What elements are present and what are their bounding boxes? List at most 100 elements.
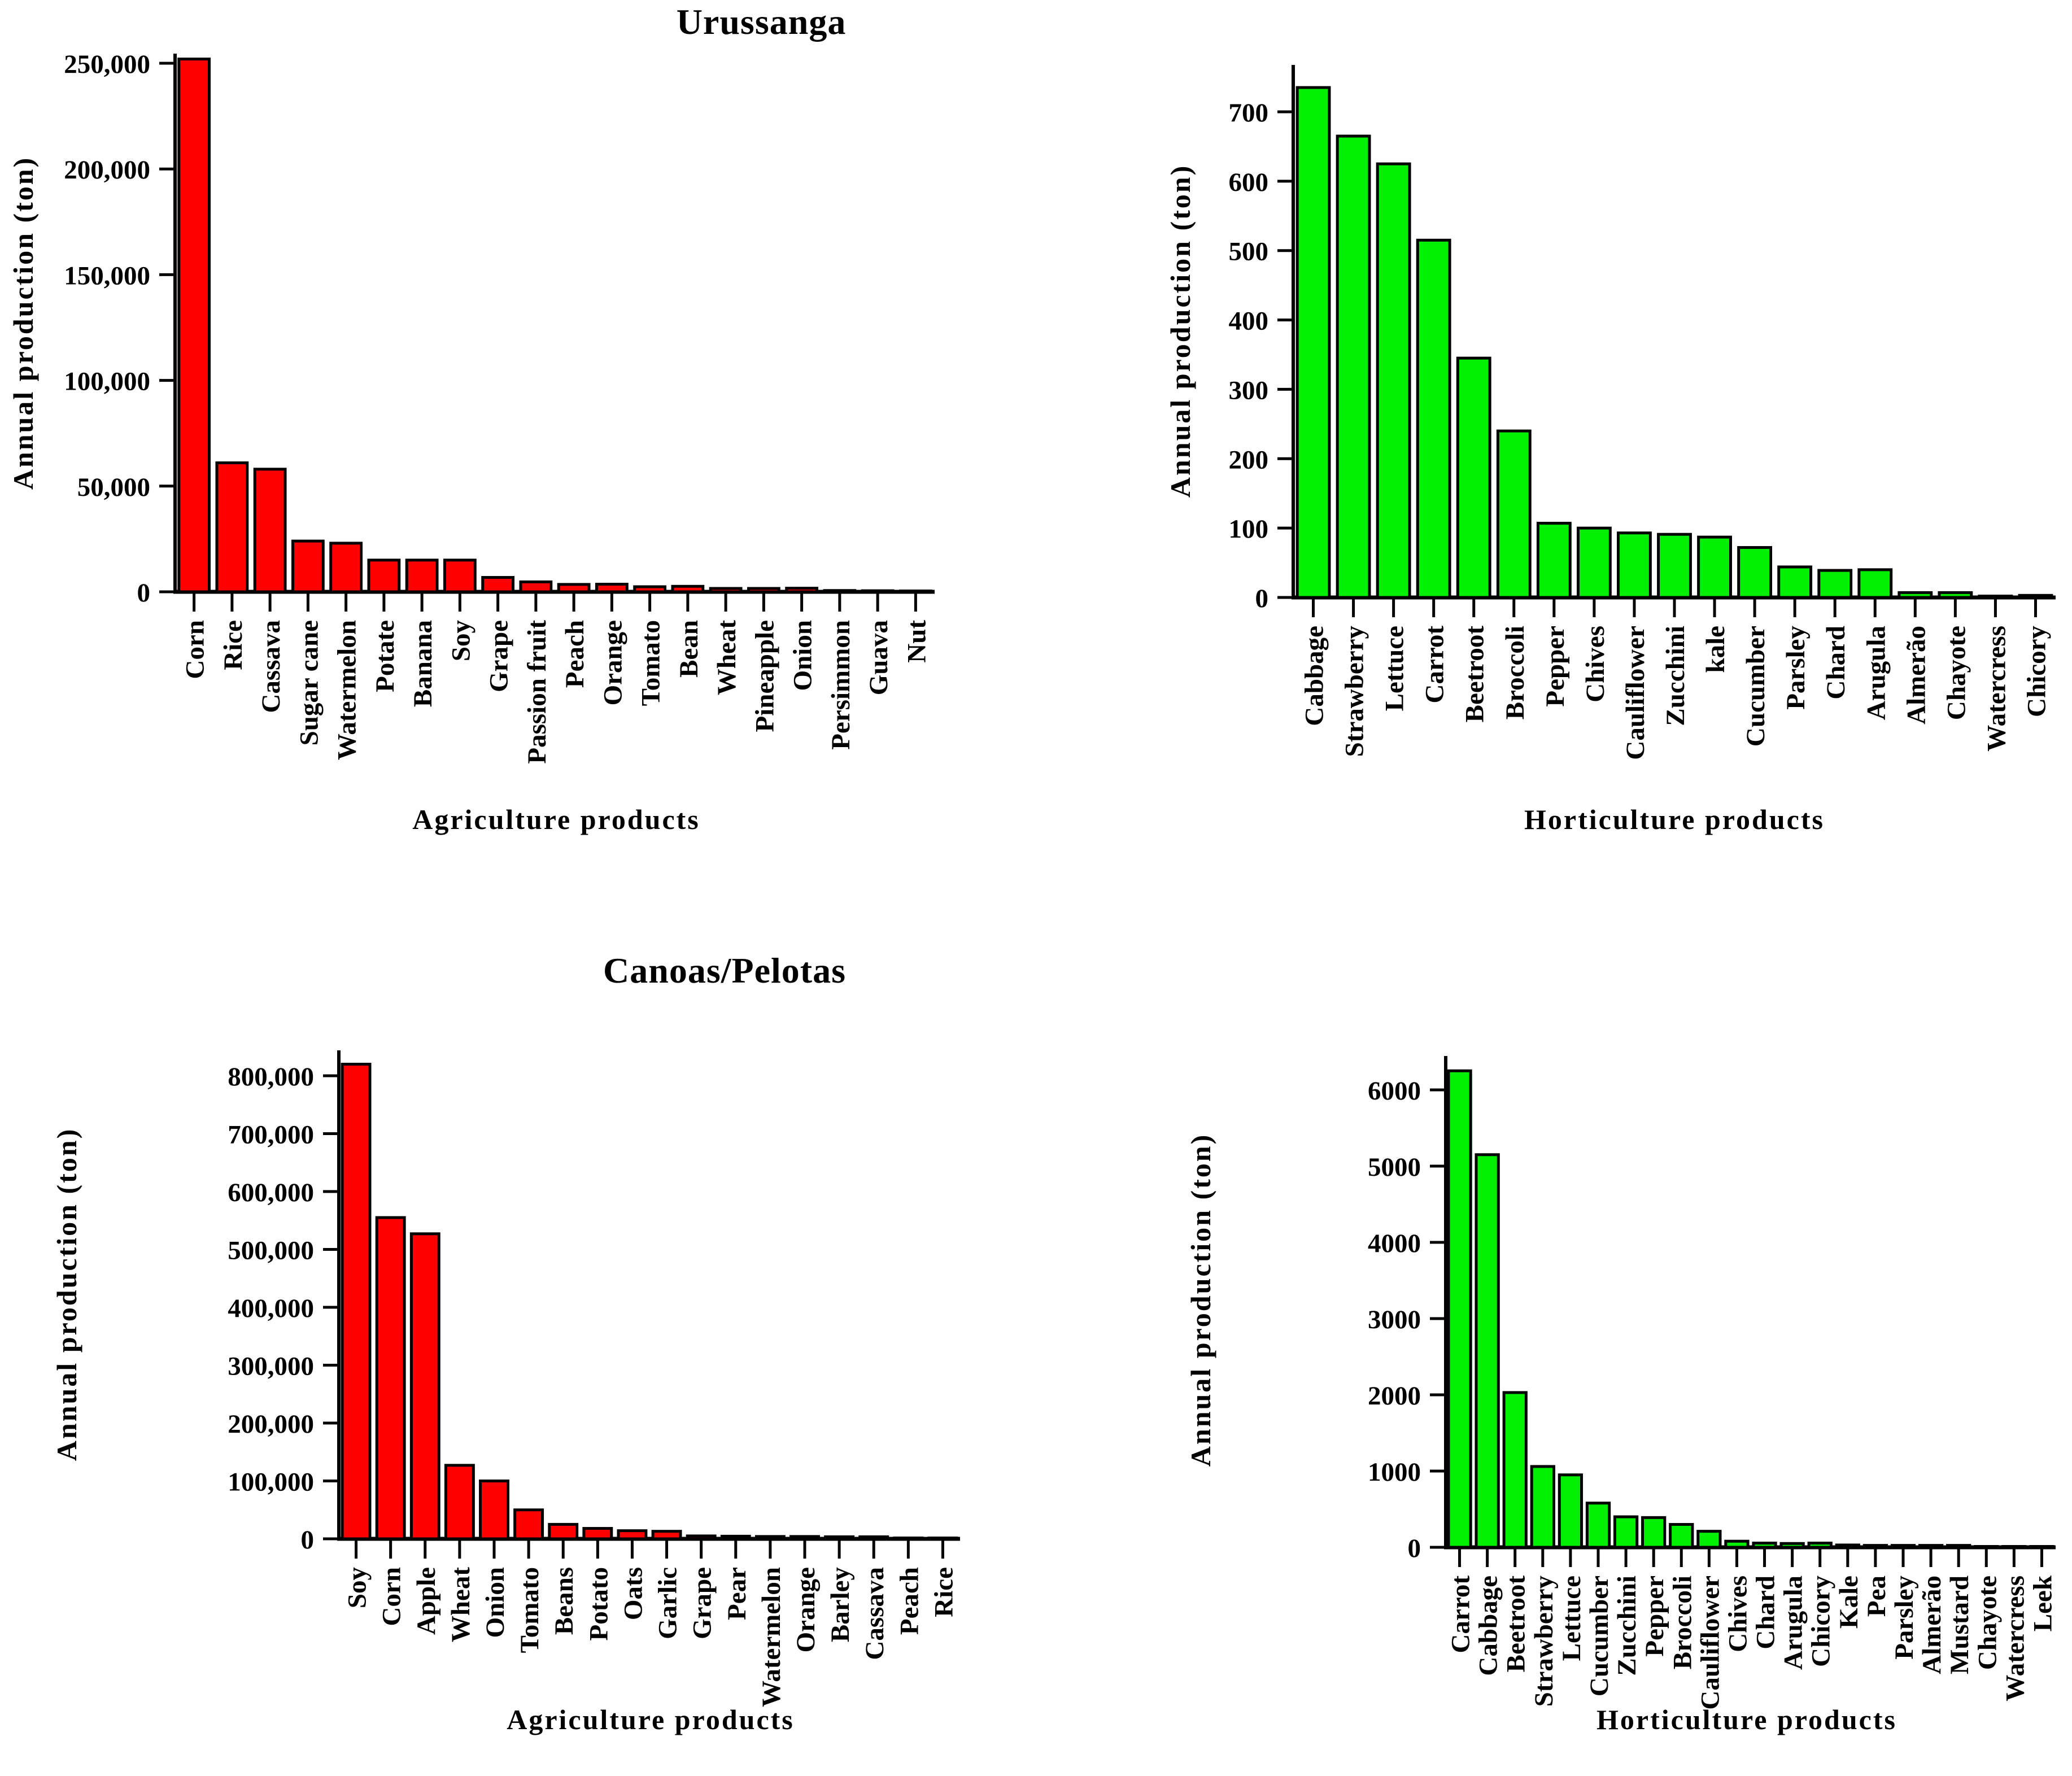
bar-pea [1862, 1544, 1888, 1549]
bar-corn [375, 1216, 406, 1541]
bar-mustard [1946, 1544, 1971, 1549]
bar-pepper [1536, 522, 1572, 599]
bar-arugula [1857, 568, 1893, 599]
x-tick-label: Pea [1862, 1576, 1891, 1617]
y-tick-label: 500 [1229, 237, 1269, 267]
bar-beetroot [1502, 1391, 1528, 1549]
bar-chives [1576, 526, 1612, 599]
bar-lettuce [1376, 162, 1411, 599]
x-tick-label: Leek [2028, 1575, 2057, 1631]
bar-sugar-cane [291, 539, 325, 594]
bar-broccoli [1669, 1523, 1694, 1549]
bar-bean [671, 584, 705, 594]
x-tick-label: Strawberry [1340, 626, 1369, 757]
bar-wheat [444, 1464, 475, 1541]
bar-almer-o [1897, 591, 1933, 599]
y-tick-label: 0 [137, 578, 151, 608]
y-axis-title: Annual production (ton) [51, 1128, 82, 1461]
x-tick-label: Beetroot [1502, 1576, 1531, 1673]
bar-broccoli [1496, 429, 1532, 599]
bar-tomato [633, 585, 667, 594]
bar-chayote [1938, 591, 1973, 599]
bar-strawberry [1336, 134, 1371, 599]
y-tick-label: 700 [1229, 98, 1269, 128]
bar-rice [927, 1537, 958, 1541]
bar-cauliflower [1696, 1530, 1722, 1549]
x-axis-title: Agriculture products [507, 1704, 795, 1735]
section-title-urussanga: Urussanga [676, 2, 847, 42]
bar-peach [893, 1536, 924, 1541]
x-tick-label: Kale [1834, 1576, 1864, 1629]
x-tick-label: Chives [1723, 1576, 1752, 1652]
y-tick-label: 0 [1255, 584, 1269, 613]
bar-zucchini [1657, 533, 1692, 599]
y-tick-label: 100,000 [64, 367, 150, 396]
x-tick-label: Sugar cane [294, 620, 324, 745]
x-tick-label: Rice [219, 620, 248, 670]
x-tick-label: Lettuce [1557, 1576, 1586, 1661]
x-tick-label: Chayote [1942, 626, 1971, 720]
y-tick-label: 5000 [1368, 1153, 1421, 1182]
x-tick-label: Bean [674, 620, 704, 678]
x-tick-label: Watercress [2000, 1576, 2030, 1701]
y-tick-label: 200 [1229, 445, 1269, 474]
chart-urussanga-agriculture: 0 50,000 100,000 150,000 200,000 250,000 Corn R… [7, 50, 935, 835]
x-tick-label: Chayote [1973, 1576, 2002, 1670]
bar-cabbage [1295, 86, 1331, 599]
bar-banana [405, 558, 439, 594]
bar-parsley [1777, 565, 1813, 599]
x-tick-label: Almerão [1917, 1576, 1947, 1674]
x-tick-label: Watercress [1982, 626, 2011, 752]
chart-canoas-pelotas-horticulture: 0 1000 2000 3000 4000 5000 6000 CarrotCabbageBe… [1185, 1056, 2057, 1735]
x-tick-label: Guava [864, 620, 893, 695]
bar-potate [367, 558, 401, 594]
bar-passion-fruit [519, 580, 553, 594]
bar-beetroot [1456, 356, 1491, 599]
bar-rice [215, 461, 249, 594]
bar-pear [720, 1534, 751, 1541]
y-tick-label: 200,000 [64, 155, 150, 185]
x-tick-label: Tomato [515, 1567, 544, 1653]
y-tick-label: 250,000 [64, 50, 150, 79]
y-tick-label: 4000 [1368, 1229, 1421, 1258]
y-tick-label: 150,000 [64, 261, 150, 290]
x-tick-label: Peach [895, 1567, 924, 1635]
x-axis-title: Agriculture products [412, 804, 700, 835]
x-tick-label: Soy [343, 1567, 372, 1609]
x-tick-label: Chicory [2022, 626, 2051, 717]
x-tick-label: Nut [902, 620, 931, 663]
y-tick-label: 400,000 [228, 1294, 314, 1323]
x-tick-label: Barley [826, 1567, 855, 1643]
y-tick-label: 700,000 [228, 1120, 314, 1150]
x-tick-label: Parsley [1890, 1576, 1919, 1660]
x-tick-label: Mustard [1945, 1576, 1974, 1674]
y-tick-label: 300 [1229, 376, 1269, 405]
bar-orange [789, 1535, 820, 1541]
x-tick-label: Wheat [446, 1567, 476, 1643]
x-tick-label: Orange [598, 620, 627, 705]
bar-almer-o [1918, 1544, 1944, 1549]
x-tick-label: Arugula [1861, 626, 1891, 720]
bar-arugula [1779, 1542, 1805, 1549]
x-tick-label: Carrot [1420, 626, 1450, 704]
x-tick-label: Passion fruit [522, 620, 552, 764]
bar-chives [1724, 1539, 1750, 1549]
x-tick-label: Zucchini [1612, 1576, 1642, 1676]
x-tick-label: Broccoli [1668, 1576, 1697, 1669]
bar-soy [341, 1063, 372, 1541]
bar-apple [409, 1232, 440, 1541]
x-tick-label: Pepper [1640, 1576, 1669, 1657]
x-tick-label: Onion [481, 1567, 510, 1638]
bar-chicory [2018, 594, 2053, 599]
section-title-canoas-pelotas: Canoas/Pelotas [603, 950, 846, 990]
x-axis-title: Horticulture products [1596, 1704, 1897, 1735]
bar-cauliflower [1617, 531, 1652, 599]
bar-chicory [1807, 1542, 1833, 1549]
x-tick-label: Grape [485, 620, 514, 692]
y-tick-label: 100 [1229, 514, 1269, 544]
x-tick-label: Onion [788, 620, 818, 691]
chart-urussanga-horticulture: 0 100 200 300 400 500 600 700 Cabbage Strawberry L… [1164, 65, 2056, 835]
x-tick-label: Cabbage [1474, 1576, 1503, 1676]
bar-onion [479, 1480, 509, 1541]
